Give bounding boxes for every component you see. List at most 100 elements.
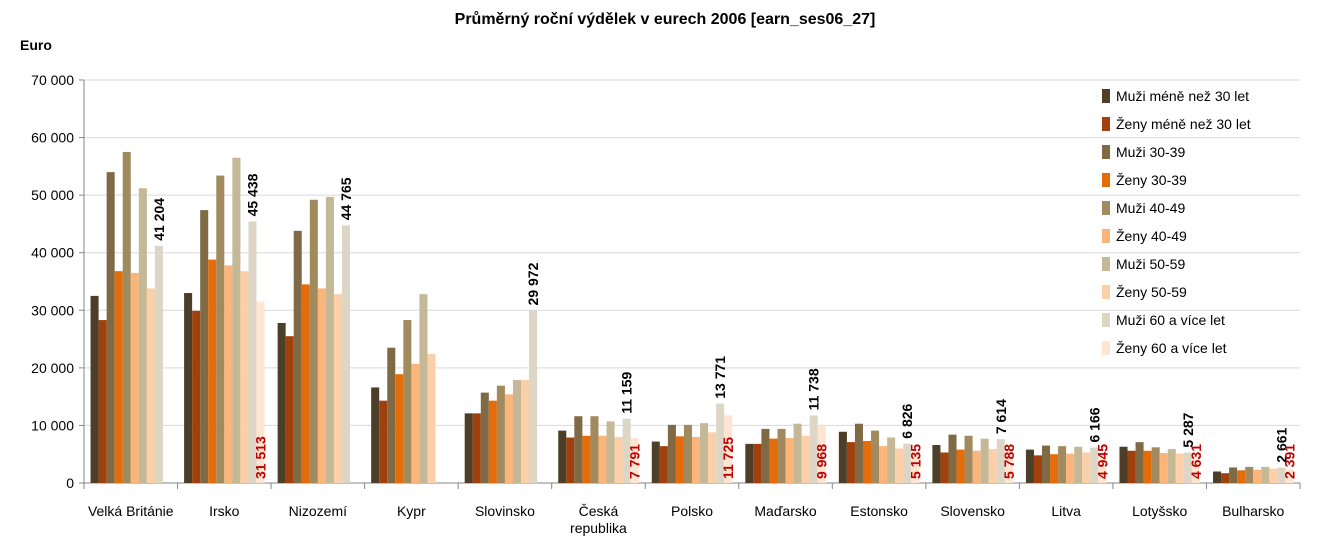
data-label: 5 788 [1001, 444, 1017, 479]
data-label: 29 972 [525, 262, 541, 305]
bar [277, 322, 286, 483]
bar [1119, 446, 1128, 483]
bar [1058, 446, 1067, 483]
bar [724, 415, 733, 483]
bar [90, 295, 99, 483]
bar [521, 379, 530, 483]
y-tick-label: 20 000 [31, 360, 74, 376]
bar [566, 437, 575, 483]
bar [932, 445, 941, 483]
data-label: 6 826 [899, 403, 915, 438]
bar [801, 435, 810, 483]
bar [1213, 471, 1222, 483]
bar [1090, 447, 1099, 483]
bar [964, 435, 973, 483]
bar [146, 288, 155, 483]
bar [708, 432, 717, 483]
bar [1183, 452, 1192, 483]
bar [1127, 450, 1136, 483]
legend-label: Muži 30-39 [1116, 144, 1185, 160]
bar [379, 400, 388, 483]
bar [240, 271, 249, 483]
bar [1082, 452, 1091, 483]
bar [1004, 449, 1013, 483]
bar [106, 172, 115, 483]
legend-label: Ženy 60 a více let [1116, 340, 1227, 356]
bar [403, 320, 412, 483]
legend-label: Ženy méně než 30 let [1116, 116, 1251, 132]
bar [1269, 468, 1278, 483]
legend-swatch [1102, 201, 1110, 215]
bar [192, 310, 201, 483]
bar [1066, 453, 1075, 483]
bar [1191, 456, 1200, 483]
bar [598, 435, 607, 483]
bar [1135, 442, 1144, 483]
data-label: 45 438 [244, 173, 260, 216]
bar [956, 449, 965, 483]
data-label: 13 771 [712, 356, 728, 399]
bar [622, 418, 631, 483]
bar [395, 374, 404, 483]
bar [809, 415, 818, 483]
bar [606, 421, 615, 483]
y-tick-label: 30 000 [31, 302, 74, 318]
data-label: 2 661 [1273, 427, 1289, 462]
bar [895, 448, 904, 483]
bar [980, 438, 989, 483]
bar [138, 188, 147, 483]
data-label: 6 166 [1086, 407, 1102, 442]
bar [972, 450, 981, 483]
bar [745, 443, 754, 483]
bar [887, 437, 896, 483]
bar [1159, 453, 1168, 483]
bar [675, 436, 684, 483]
data-label: 4 945 [1094, 444, 1110, 479]
legend-swatch [1102, 145, 1110, 159]
x-tick-label: Polsko [670, 503, 714, 519]
legend-label: Muži 60 a více let [1116, 312, 1225, 328]
legend-swatch [1102, 285, 1110, 299]
legend-swatch [1102, 89, 1110, 103]
x-tick-label: Irsko [209, 503, 240, 519]
bar [529, 310, 538, 483]
bar [184, 293, 193, 483]
bar [256, 301, 265, 483]
bar [122, 151, 131, 483]
bar [659, 446, 668, 483]
bar [1151, 447, 1160, 483]
chart-title: Průměrný roční výdělek v eurech 2006 [ea… [455, 11, 876, 28]
legend-swatch [1102, 257, 1110, 271]
bar [817, 425, 826, 483]
x-tick-label: Bulharsko [1222, 503, 1285, 519]
y-tick-label: 70 000 [31, 72, 74, 88]
bar [777, 428, 786, 483]
legend-label: Muži 50-59 [1116, 256, 1185, 272]
bar [317, 288, 326, 483]
bar [130, 272, 139, 483]
bar [1033, 455, 1043, 483]
bar [387, 347, 396, 483]
bar [700, 423, 709, 483]
bar [411, 363, 420, 483]
bar [419, 294, 428, 483]
bar [1285, 469, 1294, 483]
x-tick-label: Česká republika [570, 503, 627, 536]
bar [667, 424, 676, 483]
bar [1143, 450, 1152, 483]
y-tick-label: 0 [66, 475, 74, 491]
bar [1229, 467, 1238, 483]
bar [590, 416, 599, 483]
bar [309, 199, 318, 483]
data-label: 5 135 [907, 444, 923, 479]
bar [558, 430, 567, 483]
bar [512, 379, 522, 483]
y-tick-label: 10 000 [31, 417, 74, 433]
x-tick-label: Kypr [396, 503, 426, 519]
bar [838, 431, 847, 483]
bar [154, 245, 163, 483]
bar [1042, 445, 1051, 483]
bar [940, 452, 949, 483]
bar [301, 284, 310, 483]
